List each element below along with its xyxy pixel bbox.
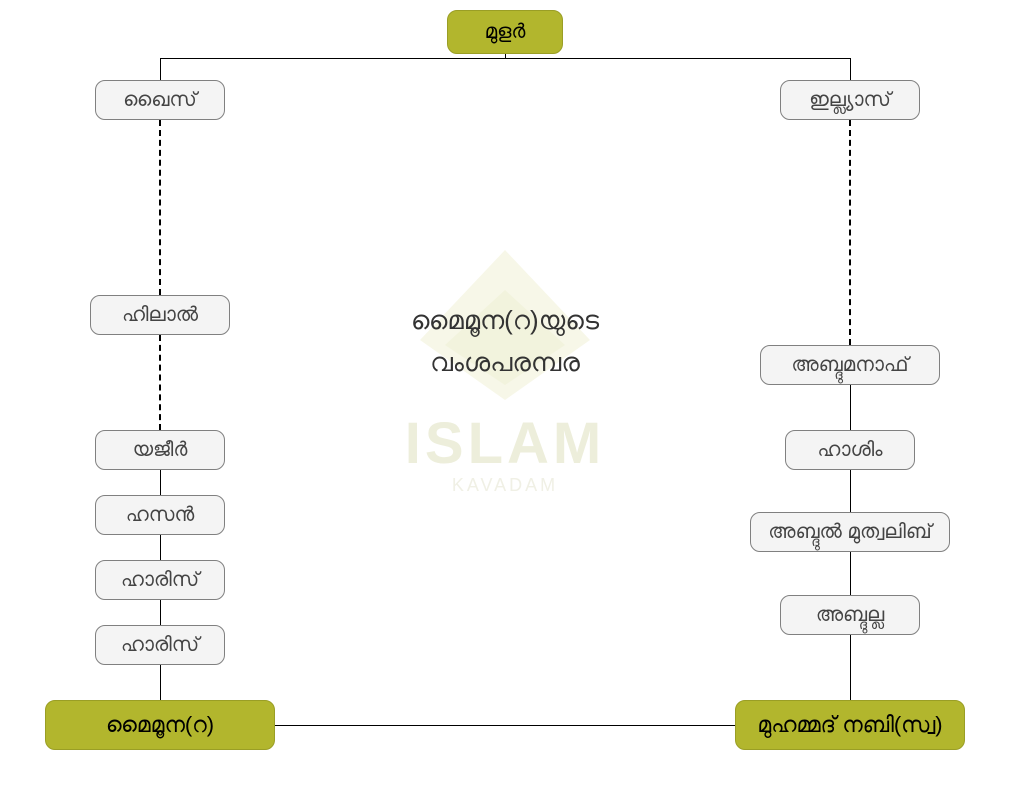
watermark-bg [0, 0, 1010, 812]
right-node-0: ഇല്ല്യാസ് [780, 80, 920, 120]
left-solid-4 [160, 600, 161, 625]
right-solid-1 [850, 385, 851, 430]
left-node-0: ഖൈസ് [95, 80, 225, 120]
watermark-sub: KAVADAM [400, 475, 610, 496]
left-dash-0 [159, 120, 161, 295]
left-solid-5 [160, 665, 161, 700]
root-node: മുളർ [447, 10, 563, 54]
line-top-right-down [850, 58, 851, 80]
left-node-1: ഹിലാൽ [90, 295, 230, 335]
right-dash-0 [849, 120, 851, 345]
line-top-h [160, 58, 850, 59]
title-block: മൈമൂന(റ)യുടെ വംശപരമ്പര [355, 300, 655, 383]
line-top-left-down [160, 58, 161, 80]
title-line1: മൈമൂന(റ)യുടെ [355, 300, 655, 342]
right-solid-4 [850, 635, 851, 700]
left-node-3: ഹസൻ [95, 495, 225, 535]
right-node-1: അബ്ദുമനാഫ് [760, 345, 940, 385]
right-node-4: അബ്ദുല്ല [780, 595, 920, 635]
line-bottom-h [275, 725, 735, 726]
right-solid-3 [850, 552, 851, 595]
left-node-2: യജീർ [95, 430, 225, 470]
right-solid-2 [850, 470, 851, 512]
left-node-4: ഹാരിസ് [95, 560, 225, 600]
bottom-right-node: മുഹമ്മദ് നബി(സ്വ) [735, 700, 965, 750]
watermark-main: ISLAM [360, 410, 650, 477]
left-dash-1 [159, 335, 161, 430]
left-solid-2 [160, 470, 161, 495]
left-solid-3 [160, 535, 161, 560]
left-node-5: ഹാരിസ് [95, 625, 225, 665]
right-node-2: ഹാശിം [785, 430, 915, 470]
bottom-left-node: മൈമൂന(റ) [45, 700, 275, 750]
title-line2: വംശപരമ്പര [355, 342, 655, 384]
right-node-3: അബ്ദുൽ മുത്വലിബ് [750, 512, 950, 552]
